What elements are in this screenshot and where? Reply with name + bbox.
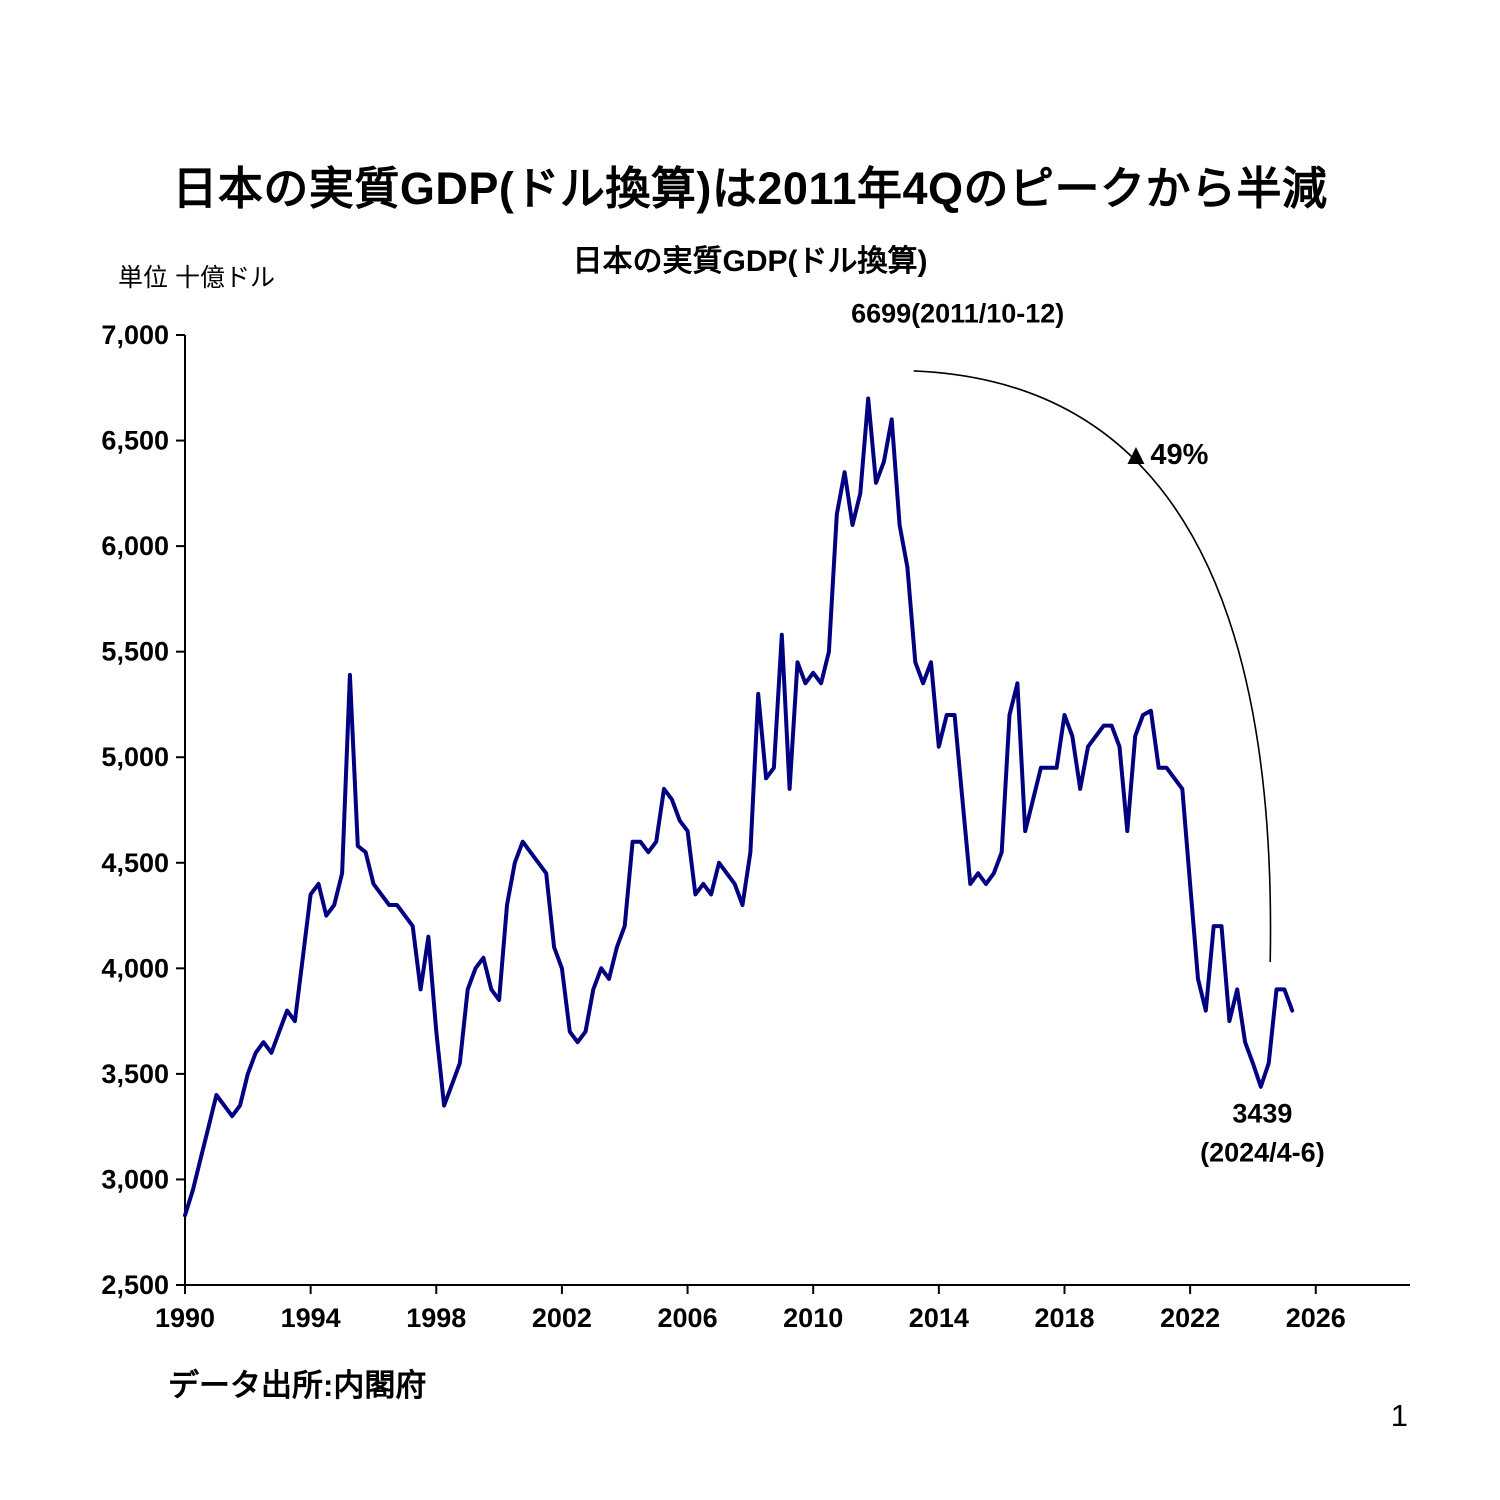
- y-tick-label: 5,000: [101, 742, 169, 772]
- x-axis-ticks: 1990 1994 1998 2002 2006 2010 2014 2018 2022 2026: [155, 1285, 1346, 1333]
- annotation-arc: [913, 370, 1272, 963]
- annotation-labels: 6699(2011/10-12) ▲49% 3439 (2024/4-6): [851, 298, 1325, 1167]
- unit-label: 単位 十億ドル: [118, 264, 275, 292]
- x-tick-label: 2010: [783, 1303, 843, 1333]
- page-number: 1: [1390, 1398, 1408, 1433]
- axes: [184, 335, 1410, 1286]
- source-note: データ出所:内閣府: [168, 1368, 427, 1403]
- x-tick-label: 1998: [406, 1303, 466, 1333]
- x-tick-label: 2006: [658, 1303, 718, 1333]
- y-tick-label: 2,500: [101, 1270, 169, 1300]
- chart-title: 日本の実質GDP(ドル換算): [572, 245, 928, 278]
- y-tick-label: 6,500: [101, 426, 169, 456]
- y-tick-label: 3,000: [101, 1164, 169, 1194]
- x-tick-label: 1994: [281, 1303, 341, 1333]
- x-tick-label: 2018: [1034, 1303, 1094, 1333]
- x-tick-label: 2002: [532, 1303, 592, 1333]
- data-line: [183, 396, 1295, 1218]
- y-tick-label: 3,500: [101, 1059, 169, 1089]
- y-axis-ticks: 2,500 3,000 3,500 4,000 4,500 5,000 5,500 6,000…: [101, 320, 185, 1300]
- y-tick-label: 6,000: [101, 531, 169, 561]
- y-tick-label: 4,000: [101, 953, 169, 983]
- y-tick-label: 4,500: [101, 848, 169, 878]
- x-tick-label: 2026: [1286, 1303, 1346, 1333]
- y-tick-label: 5,500: [101, 637, 169, 667]
- x-tick-label: 2014: [909, 1303, 969, 1333]
- x-tick-label: 2022: [1160, 1303, 1220, 1333]
- y-tick-label: 7,000: [101, 320, 169, 350]
- drop-pct-label: ▲49%: [1122, 439, 1209, 471]
- x-tick-label: 1990: [155, 1303, 215, 1333]
- peak-label: 6699(2011/10-12): [851, 298, 1064, 328]
- trough-value-label: 3439: [1232, 1098, 1292, 1128]
- page-title: 日本の実質GDP(ドル換算)は2011年4Qのピークから半減: [172, 163, 1328, 214]
- trough-date-label: (2024/4-6): [1200, 1138, 1325, 1168]
